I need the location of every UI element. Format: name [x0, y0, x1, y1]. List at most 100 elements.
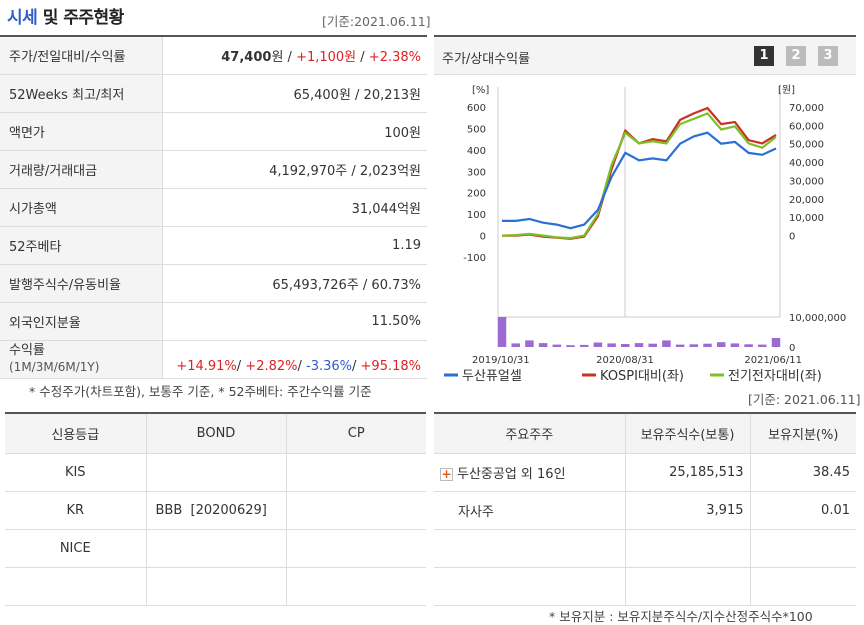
right-axis-unit: [원]	[778, 84, 795, 96]
chart-title: 주가/상대수익률	[442, 52, 531, 67]
volume-bar	[552, 344, 562, 347]
credit-row	[5, 567, 426, 606]
credit-cp	[286, 567, 426, 606]
legend-label: 두산퓨얼셀	[462, 369, 522, 383]
left-tick-label: 100	[467, 210, 486, 221]
quote-label: 52Weeks 최고/최저	[0, 74, 163, 113]
legend-label: KOSPI대비(좌)	[600, 369, 684, 383]
separator: /	[236, 358, 246, 374]
volume-bar	[730, 343, 740, 347]
quote-value: 1.19	[162, 226, 427, 265]
separator: /	[283, 49, 297, 65]
credit-bond: BBB [20200629]	[146, 491, 287, 530]
quote-row: 외국인지분율 11.50%	[0, 302, 427, 341]
credit-row: KIS	[5, 453, 426, 492]
holder-pct: 38.45	[750, 453, 856, 492]
credit-table: 신용등급 BOND CP KIS KR BBB [20200629] NICE	[5, 412, 426, 606]
right-tick-label: 30,000	[789, 176, 824, 187]
holders-row	[434, 529, 856, 568]
returns-label: 수익률	[9, 343, 45, 358]
volume-bar	[497, 317, 507, 347]
right-tick-label: 70,000	[789, 103, 824, 114]
holders-basis-date: [기준: 2021.06.11]	[748, 392, 861, 407]
right-tick-label: 60,000	[789, 121, 824, 132]
right-tick-label: 50,000	[789, 140, 824, 151]
credit-header: 신용등급	[5, 413, 147, 454]
quote-row: 시가총액 31,044억원	[0, 188, 427, 227]
chart-page-3-button[interactable]: 3	[818, 46, 838, 66]
separator: /	[297, 358, 307, 374]
right-tick-label: 10,000	[789, 213, 824, 224]
return-3m: +2.82%	[245, 358, 298, 374]
expand-icon[interactable]: +	[440, 466, 453, 481]
separator: /	[352, 358, 361, 374]
volume-bar	[703, 343, 712, 347]
credit-agency	[5, 567, 147, 606]
holders-header-row: 주요주주 보유주식수(보통) 보유지분(%)	[434, 413, 856, 454]
left-tick-label: 300	[467, 167, 486, 178]
volume-bar	[511, 343, 520, 347]
x-tick-label: 2019/10/31	[472, 355, 530, 366]
quote-row: 액면가 100원	[0, 112, 427, 151]
volume-bar	[634, 343, 644, 347]
quote-row: 거래량/거래대금 4,192,970주 / 2,023억원	[0, 150, 427, 189]
volume-bar	[662, 340, 671, 347]
right-tick-label: 40,000	[789, 158, 824, 169]
quote-label: 발행주식수/유동비율	[0, 264, 163, 303]
holders-header: 보유지분(%)	[750, 413, 856, 454]
volume-bar	[621, 344, 630, 347]
credit-header: CP	[286, 413, 426, 454]
quote-value: 65,400원 / 20,213원	[162, 74, 427, 113]
holder-shares	[625, 567, 751, 606]
price-unit: 원	[271, 49, 284, 65]
quote-row: 52Weeks 최고/최저 65,400원 / 20,213원	[0, 74, 427, 113]
holders-note: * 보유지분 : 보유지분주식수/지수산정주식수*100	[549, 609, 813, 624]
holder-pct	[750, 567, 856, 606]
holder-shares: 3,915	[625, 491, 751, 530]
credit-bond	[146, 529, 287, 568]
holders-row: + 두산중공업 외 16인 25,185,513 38.45	[434, 453, 856, 492]
quote-value: 100원	[162, 112, 427, 151]
quote-row-price: 주가/전일대비/수익률 47,400원 / +1,100원 / +2.38%	[0, 35, 427, 75]
quote-label: 주가/전일대비/수익률	[0, 35, 163, 75]
volume-bar	[675, 344, 685, 347]
holders-header: 주요주주	[434, 413, 626, 454]
credit-header-row: 신용등급 BOND CP	[5, 413, 426, 454]
quote-label: 수익률 (1M/3M/6M/1Y)	[0, 340, 163, 379]
price-chart: [%] [원] 600 500 400 300 200 100 0 -100 70,000 60,00…	[444, 84, 846, 383]
left-tick-label: 200	[467, 189, 486, 200]
quote-row: 52주베타 1.19	[0, 226, 427, 265]
x-tick-label: 2021/06/11	[744, 355, 802, 366]
quote-label: 거래량/거래대금	[0, 150, 163, 189]
chart-page-2-button[interactable]: 2	[786, 46, 806, 66]
quote-label: 52주베타	[0, 226, 163, 265]
left-tick-label: 0	[480, 232, 486, 243]
volume-bar	[593, 342, 603, 347]
section-title-rest: 및 주주현황	[42, 8, 125, 28]
chart-page-1-button[interactable]: 1	[754, 46, 774, 66]
credit-header: BOND	[146, 413, 287, 454]
right-tick-label: 0	[789, 232, 795, 243]
volume-tick-label: 10,000,000	[789, 313, 846, 324]
quote-row-returns: 수익률 (1M/3M/6M/1Y) +14.91%/ +2.82%/ -3.36…	[0, 340, 427, 379]
credit-agency: KIS	[5, 453, 147, 492]
return-1m: +14.91%	[176, 358, 237, 374]
volume-bar	[607, 343, 616, 347]
price-value: 47,400	[221, 49, 272, 65]
left-tick-label: 500	[467, 124, 486, 135]
chart-panel: 주가/상대수익률 1 2 3 [%] [원] 600 500 400 300 200 100 0…	[434, 35, 856, 383]
quote-value: 11.50%	[162, 302, 427, 341]
quote-value: 65,493,726주 / 60.73%	[162, 264, 427, 303]
legend-label: 전기전자대비(좌)	[728, 369, 822, 383]
quote-value: 47,400원 / +1,100원 / +2.38%	[162, 35, 427, 75]
x-tick-label: 2020/08/31	[596, 355, 654, 366]
quote-value: 4,192,970주 / 2,023억원	[162, 150, 427, 189]
volume-bar	[771, 338, 781, 347]
change-value: +1,100원	[296, 49, 357, 65]
quote-value: 31,044억원	[162, 188, 427, 227]
returns-sublabel: (1M/3M/6M/1Y)	[9, 360, 100, 374]
quote-label: 액면가	[0, 112, 163, 151]
holders-row: 자사주 3,915 0.01	[434, 491, 856, 530]
credit-row: NICE	[5, 529, 426, 568]
holder-name[interactable]: 두산중공업 외 16인	[457, 466, 566, 482]
